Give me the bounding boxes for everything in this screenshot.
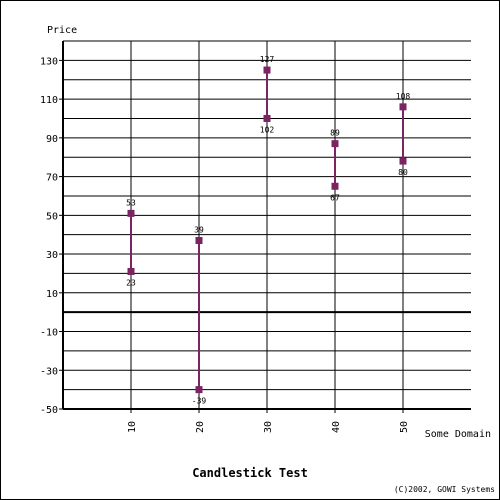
low-value-label: 23 [126, 278, 136, 287]
copyright-credit: (C)2002, GOWI Systems [394, 485, 495, 494]
low-point-marker [400, 158, 407, 165]
x-tick-label: 30 [263, 421, 274, 433]
y-tick-label: -10 [40, 328, 58, 339]
x-tick-label: 40 [331, 421, 342, 433]
high-value-label: 39 [194, 225, 204, 234]
y-tick-label: 50 [46, 211, 58, 222]
y-tick-label: -50 [40, 405, 58, 416]
low-value-label: 102 [260, 125, 275, 134]
low-value-label: -39 [192, 397, 207, 406]
high-point-marker [196, 237, 203, 244]
x-tick-label: 20 [195, 421, 206, 433]
chart-title: Candlestick Test [1, 466, 499, 480]
y-tick-label: 130 [40, 56, 58, 67]
low-point-marker [128, 268, 135, 275]
x-tick-label: 50 [399, 421, 410, 433]
high-point-marker [332, 140, 339, 147]
y-tick-label: 10 [46, 289, 58, 300]
high-point-marker [264, 67, 271, 74]
high-point-marker [400, 103, 407, 110]
y-tick-label: 90 [46, 134, 58, 145]
label-layer: 53 23 39 -39 127 102 89 67 108 80 [126, 55, 410, 406]
low-point-marker [332, 183, 339, 190]
low-point-marker [196, 386, 203, 393]
high-point-marker [128, 210, 135, 217]
y-tick-label: 30 [46, 250, 58, 261]
high-value-label: 108 [396, 92, 411, 101]
low-point-marker [264, 115, 271, 122]
x-tick-label: 10 [127, 421, 138, 433]
x-axis-label: Some Domain [425, 429, 491, 440]
low-value-label: 67 [330, 193, 340, 202]
high-value-label: 53 [126, 198, 136, 207]
y-tick-label: -30 [40, 366, 58, 377]
y-axis-label: Price [47, 25, 77, 36]
low-value-label: 80 [398, 168, 408, 177]
high-value-label: 89 [330, 129, 340, 138]
y-tick-label: 70 [46, 173, 58, 184]
y-tick-label: 110 [40, 95, 58, 106]
high-value-label: 127 [260, 55, 275, 64]
